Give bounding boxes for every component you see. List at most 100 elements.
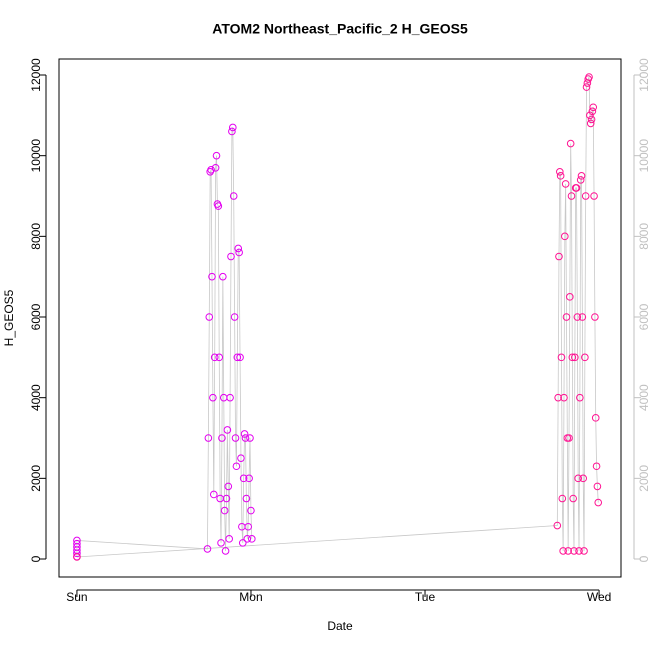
data-point <box>586 111 594 120</box>
data-point <box>238 539 247 547</box>
y-tick-label: 4000 <box>29 384 43 411</box>
data-point <box>226 393 234 402</box>
data-point <box>222 494 231 503</box>
plot-frame <box>58 58 622 578</box>
data-point <box>221 547 230 555</box>
data-point <box>244 522 252 531</box>
data-point <box>247 506 255 515</box>
data-point <box>217 539 225 547</box>
data-point <box>592 462 601 471</box>
data-point <box>236 353 244 362</box>
data-point <box>558 494 567 503</box>
data-point <box>214 202 223 210</box>
data-point <box>591 313 599 321</box>
data-point <box>203 545 212 553</box>
y2-tick-label: 2000 <box>637 465 650 492</box>
data-point <box>209 490 218 499</box>
data-point <box>570 547 578 555</box>
data-point <box>228 127 236 136</box>
data-point <box>574 474 582 483</box>
data-point <box>576 176 585 184</box>
data-point <box>242 494 251 503</box>
data-point <box>225 535 233 543</box>
data-point <box>582 83 591 91</box>
data-point <box>572 184 581 192</box>
y2-tick-label: 6000 <box>637 303 650 330</box>
data-point <box>565 434 573 442</box>
data-point <box>556 172 565 180</box>
data-point <box>553 521 562 530</box>
data-point <box>589 103 598 112</box>
y2-tick-label: 4000 <box>637 384 650 411</box>
data-point <box>564 547 572 555</box>
data-point <box>210 353 219 362</box>
x-tick-label: Mon <box>239 590 262 604</box>
data-point <box>591 414 600 422</box>
data-point <box>581 192 590 200</box>
data-point <box>560 393 568 402</box>
y-tick-label: 8000 <box>29 223 43 250</box>
data-point <box>237 454 245 462</box>
data-point <box>218 434 226 442</box>
y-axis-label: H_GEOS5 <box>2 289 16 346</box>
data-point <box>561 180 570 188</box>
data-point <box>215 353 224 362</box>
data-point <box>559 547 567 555</box>
data-point <box>209 393 217 402</box>
data-point <box>246 434 254 442</box>
x-tick-label: Tue <box>415 590 436 604</box>
data-point <box>594 498 603 507</box>
data-point <box>571 353 579 362</box>
chart-title: ATOM2 Northeast_Pacific_2 H_GEOS5 <box>212 21 468 37</box>
data-point <box>593 482 602 491</box>
data-point <box>586 119 595 128</box>
y-tick-label: 0 <box>29 555 43 562</box>
data-point <box>205 313 214 321</box>
y-tick-label: 12000 <box>29 58 43 92</box>
data-point <box>578 313 587 321</box>
data-point <box>569 494 577 503</box>
data-point <box>580 547 588 555</box>
data-point <box>587 115 596 124</box>
y2-tick-label: 0 <box>637 555 650 562</box>
data-point <box>566 139 575 148</box>
data-point <box>585 73 593 81</box>
data-point <box>555 252 563 261</box>
data-point <box>207 165 215 174</box>
data-point <box>575 547 583 555</box>
y-tick-label: 10000 <box>29 139 43 173</box>
data-point <box>561 232 569 241</box>
data-point <box>567 192 576 200</box>
data-point <box>211 163 220 172</box>
data-point <box>590 192 598 200</box>
data-point <box>556 168 564 176</box>
data-point <box>73 553 81 561</box>
y2-tick-label: 8000 <box>637 223 650 250</box>
data-point <box>568 353 577 362</box>
data-point <box>241 434 250 442</box>
data-point <box>554 393 562 402</box>
data-point <box>245 474 253 483</box>
data-point <box>573 313 582 321</box>
data-point <box>232 462 241 471</box>
data-point <box>229 192 238 200</box>
data-point <box>581 353 589 362</box>
data-point <box>208 272 216 281</box>
data-point <box>219 272 227 281</box>
data-point <box>223 426 232 434</box>
connector-line <box>76 76 599 558</box>
connector-line <box>76 127 253 557</box>
data-point <box>234 244 243 253</box>
data-point <box>239 474 248 483</box>
data-point <box>579 474 587 483</box>
data-point <box>240 430 249 438</box>
x-tick-label: Sun <box>66 590 87 604</box>
data-point <box>229 123 237 132</box>
data-point <box>73 539 81 548</box>
y2-tick-label: 10000 <box>637 139 650 173</box>
data-point <box>227 252 235 261</box>
data-point <box>73 536 81 545</box>
x-tick-label: Wed <box>587 590 611 604</box>
data-point <box>588 107 597 116</box>
